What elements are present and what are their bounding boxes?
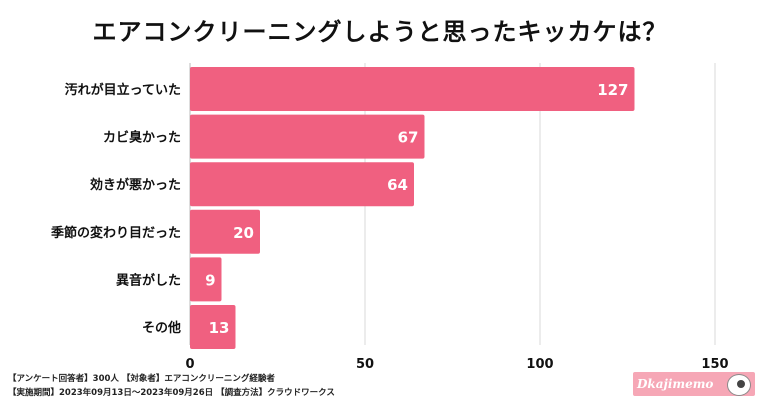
category-label-3: 季節の変わり目だった <box>50 225 181 241</box>
footer-period: 【実施期間】2023年09月13日〜2023年09月26日 【調査方法】クラウド… <box>8 388 335 398</box>
value-label-4: 9 <box>205 271 215 289</box>
brand-logo[interactable]: Dkajimemo <box>633 372 755 396</box>
category-label-5: その他 <box>142 320 181 336</box>
x-tick-label-50: 50 <box>356 357 374 370</box>
bar-layer <box>190 67 635 349</box>
chart-title: エアコンクリーニングしようと思ったキッカケは？ <box>92 18 668 46</box>
category-label-2: 効きが悪かった <box>90 177 181 193</box>
bar-4 <box>190 257 222 302</box>
label-layer: 汚れが目立っていた 127 カビ臭かった 67 効きが悪かった 64 季節の変わり目だった 2… <box>50 81 629 337</box>
bar-3 <box>190 209 260 254</box>
bar-5 <box>190 305 236 349</box>
bar-chart: 汚れが目立っていた 127 カビ臭かった 67 効きが悪かった 64 季節の変わり目だった 2… <box>50 63 729 370</box>
x-tick-label-150: 150 <box>701 357 728 370</box>
x-tick-label-0: 0 <box>185 357 194 370</box>
bar-2 <box>190 162 414 207</box>
category-label-4: 異音がした <box>116 272 181 288</box>
x-tick-label-100: 100 <box>526 357 553 370</box>
value-label-3: 20 <box>233 224 254 242</box>
bar-1 <box>190 114 425 159</box>
sheep-face-icon <box>737 380 745 388</box>
value-label-2: 64 <box>387 176 408 194</box>
category-label-0: 汚れが目立っていた <box>65 82 181 98</box>
bar-0 <box>190 67 635 111</box>
footer-respondents: 【アンケート回答者】300人 【対象者】エアコンクリーニング経験者 <box>8 374 275 384</box>
category-label-1: カビ臭かった <box>103 130 181 146</box>
logo-wordmark: Dkajimemo <box>637 377 714 391</box>
value-label-5: 13 <box>209 319 230 337</box>
value-label-0: 127 <box>597 81 628 99</box>
tick-layer: 0 50 100 150 <box>185 357 728 370</box>
value-label-1: 67 <box>398 129 419 147</box>
